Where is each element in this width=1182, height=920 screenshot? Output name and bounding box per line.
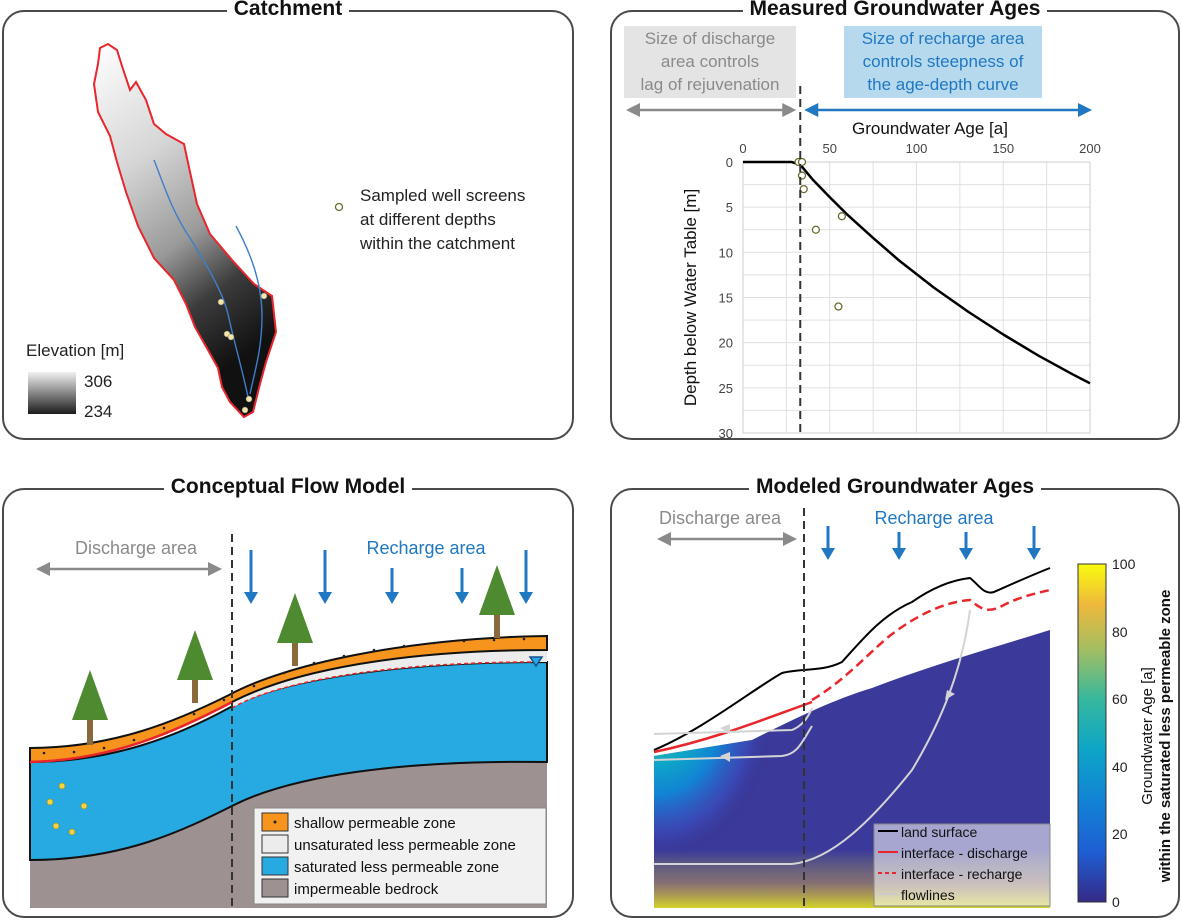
recharge-arrow-head-right [1078,103,1092,117]
saturated-zone-layer [29,660,548,862]
legend-swatch-bedrock [261,878,289,898]
colorbar-ticks: 100 80 60 40 20 0 [1112,556,1136,910]
colorbar-tick: 100 [1112,556,1136,572]
stream-line-tributary [235,225,263,395]
modeled-recharge-label: Recharge area [874,508,994,528]
discharge-arrow-head-right [782,103,797,117]
x-tick-label: 100 [906,141,928,156]
legend-label-flowlines: flowlines [901,887,955,903]
tree-icon [177,630,213,703]
modeled-discharge-label: Discharge area [659,508,782,528]
modeled-discharge-arrow [657,532,797,546]
modeled-ages-panel: Modeled Groundwater Ages [610,475,1180,918]
tree-icon [479,565,515,638]
plot-frame [742,161,1091,434]
legend-label-unsaturated: unsaturated less permeable zone [294,837,516,854]
data-point [837,212,847,221]
interface-recharge-line [811,588,1051,702]
modeled-cross-section: Discharge area Recharge area land surfac… [653,508,1174,910]
y-tick-label: 0 [726,155,733,170]
x-tick-label: 150 [992,141,1014,156]
recharge-arrows [244,550,533,604]
x-tick-label: 50 [823,141,837,156]
legend-label-shallow: shallow permeable zone [294,815,456,832]
recharge-note-box [844,26,1042,98]
discharge-note-line2: area controls [661,52,759,71]
discharge-interface-line [29,700,233,764]
modeled-legend: land surface interface - discharge inter… [873,823,1051,907]
colorbar-label-line2: within the saturated less permeable zone [1157,590,1174,884]
elevation-colorbar [28,372,76,414]
legend-label-discharge: interface - discharge [901,845,1028,861]
data-point [834,302,843,311]
y-tick-label: 5 [726,200,733,215]
colorbar-tick: 20 [1112,826,1128,842]
discharge-note-line3: lag of rejuvenation [641,75,780,94]
wells-note-line3: within the catchment [359,234,515,253]
sampled-wells [217,292,268,414]
legend-label-land: land surface [901,824,977,840]
discharge-note-box [624,26,796,98]
flowlines [653,609,971,865]
colorbar-tick: 40 [1112,759,1128,775]
catchment-map: Sampled well screens at different depths… [26,42,525,421]
stream-line [153,159,249,398]
conceptual-model-panel: Conceptual Flow Model Discharge area [2,475,574,918]
discharge-area-arrow [36,562,222,576]
well-dots [46,782,88,836]
colorbar-tick: 0 [1112,894,1120,910]
conceptual-discharge-label: Discharge area [75,538,198,558]
y-tick-label: 30 [719,426,733,441]
age-colorbar [1077,563,1107,903]
colorbar-tick: 60 [1112,691,1128,707]
recharge-interface-line [231,661,535,709]
elevation-max-label: 306 [84,372,112,391]
data-point [799,184,808,194]
conceptual-legend: shallow permeable zone unsaturated less … [253,807,547,905]
x-tick-label: 200 [1079,141,1101,156]
x-tick-label: 0 [739,141,746,156]
data-point [811,225,821,234]
y-tick-label: 10 [719,245,733,260]
tree-icon [277,593,313,666]
legend-swatch-unsaturated [261,834,289,854]
recharge-note-line1: Size of recharge area [862,29,1025,48]
trees [72,565,515,745]
recharge-note-line2: controls steepness of [863,52,1024,71]
modeled-recharge-arrows [821,526,1041,560]
conceptual-recharge-label: Recharge area [366,538,486,558]
colorbar-tick: 80 [1112,624,1128,640]
colorbar-label-line1: Groundwater Age [a] [1139,667,1156,805]
legend-swatch-saturated [261,856,289,876]
interface-discharge-line [653,700,813,754]
elevation-legend-title: Elevation [m] [26,341,124,360]
measured-ages-panel: Measured Groundwater Ages Size of discha… [610,0,1180,441]
wells-note-line2: at different depths [360,210,496,229]
wells-note-line1: Sampled well screens [360,186,525,205]
data-point [797,157,807,167]
x-axis-label: Groundwater Age [a] [852,119,1008,138]
y-axis-label: Depth below Water Table [m] [681,189,700,406]
catchment-panel: Catchment Sampled well screens at differ… [2,0,574,440]
legend-label-bedrock: impermeable bedrock [294,881,439,898]
y-tick-label: 25 [719,381,733,396]
elevation-min-label: 234 [84,402,112,421]
y-tick-label: 20 [719,336,733,351]
y-tick-label: 15 [719,291,733,306]
age-depth-curve [743,160,1091,385]
discharge-arrow-head-left [626,103,640,117]
discharge-note-line1: Size of discharge [645,29,775,48]
well-legend-symbol [334,202,344,212]
recharge-note-line3: the age-depth curve [867,75,1018,94]
recharge-arrow-head-left [804,103,819,117]
tree-icon [72,670,108,745]
flowline-arrows [720,690,955,762]
conceptual-cross-section: Discharge area Recharge area shallow per… [29,534,548,910]
legend-label-saturated: saturated less permeable zone [294,859,499,876]
permeable-zone-dots [42,637,526,755]
water-table-symbol [528,656,544,668]
land-surface-line [653,567,1051,751]
legend-label-recharge: interface - recharge [901,866,1023,882]
age-depth-chart: Size of discharge area controls lag of r… [624,26,1101,441]
